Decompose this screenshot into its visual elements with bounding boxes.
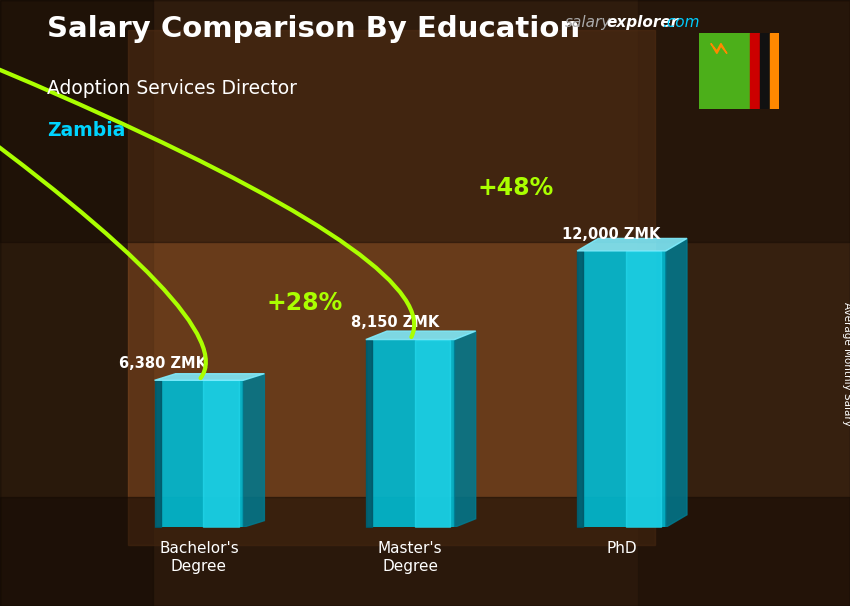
Text: Salary Comparison By Education: Salary Comparison By Education <box>47 15 580 43</box>
Polygon shape <box>666 238 687 527</box>
Polygon shape <box>711 44 727 53</box>
Text: .com: .com <box>662 15 700 30</box>
Bar <box>638 0 850 606</box>
Polygon shape <box>366 331 476 339</box>
Text: Zambia: Zambia <box>47 121 125 140</box>
Text: 8,150 ZMK: 8,150 ZMK <box>351 315 439 330</box>
Text: 12,000 ZMK: 12,000 ZMK <box>563 227 660 242</box>
Text: +28%: +28% <box>266 291 343 315</box>
Bar <box>769 33 779 109</box>
Bar <box>760 33 769 109</box>
Bar <box>0 0 153 606</box>
Polygon shape <box>577 251 666 527</box>
Polygon shape <box>155 374 264 381</box>
Bar <box>0 0 850 242</box>
Text: 6,380 ZMK: 6,380 ZMK <box>119 356 207 371</box>
Polygon shape <box>577 238 687 251</box>
Text: salary: salary <box>565 15 611 30</box>
Bar <box>0 497 850 606</box>
Text: Adoption Services Director: Adoption Services Director <box>47 79 297 98</box>
Polygon shape <box>243 374 264 527</box>
Text: explorer: explorer <box>606 15 678 30</box>
Polygon shape <box>155 381 243 527</box>
Bar <box>751 33 760 109</box>
Text: Average Monthly Salary: Average Monthly Salary <box>842 302 850 425</box>
Polygon shape <box>366 339 455 527</box>
Text: +48%: +48% <box>478 176 554 201</box>
Bar <box>128 30 654 545</box>
Polygon shape <box>455 331 476 527</box>
